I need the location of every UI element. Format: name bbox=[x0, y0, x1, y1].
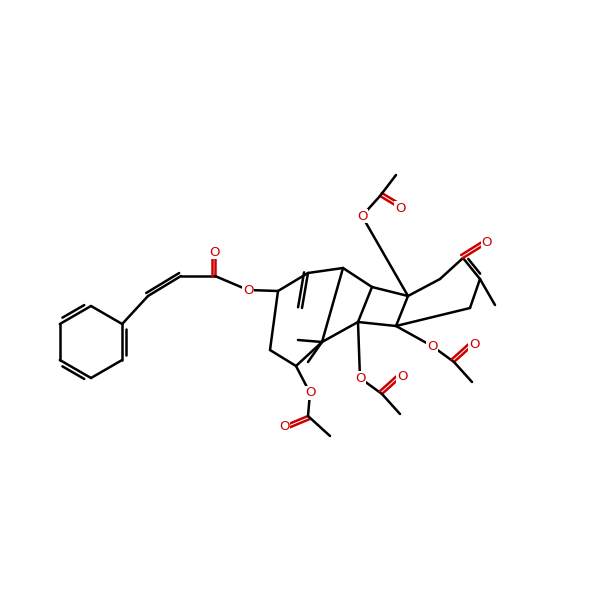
Text: O: O bbox=[243, 283, 253, 296]
Text: O: O bbox=[397, 370, 407, 383]
Text: O: O bbox=[210, 245, 220, 259]
Text: O: O bbox=[395, 202, 405, 214]
Text: O: O bbox=[355, 371, 365, 385]
Text: O: O bbox=[427, 340, 437, 352]
Text: O: O bbox=[469, 337, 479, 350]
Text: O: O bbox=[357, 209, 367, 223]
Text: O: O bbox=[482, 236, 492, 250]
Text: O: O bbox=[305, 386, 315, 400]
Text: O: O bbox=[279, 419, 289, 433]
